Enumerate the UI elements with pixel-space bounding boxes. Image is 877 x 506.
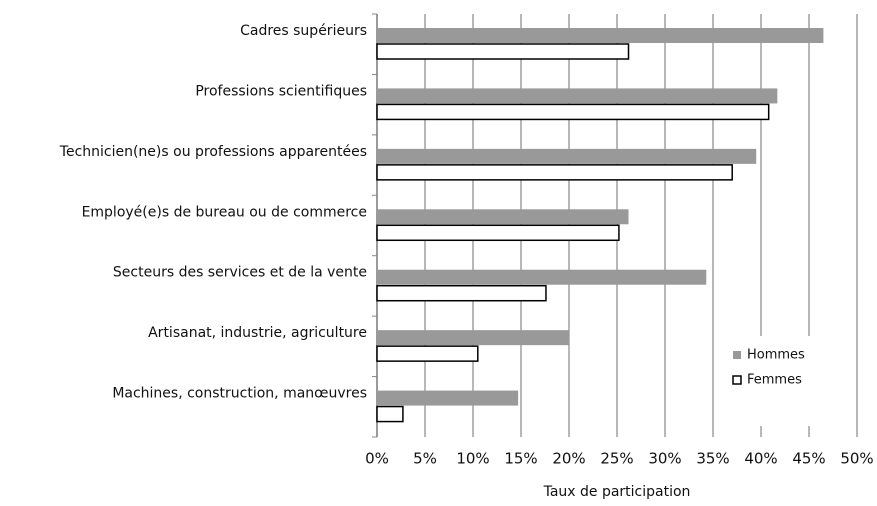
bar xyxy=(376,345,479,362)
bar xyxy=(377,390,519,406)
legend-label: Hommes xyxy=(747,348,805,363)
x-tick-label: 40% xyxy=(744,450,777,468)
y-tick-label: Technicien(ne)s ou professions apparenté… xyxy=(59,144,367,160)
bar xyxy=(377,330,569,346)
y-tick-label: Employé(e)s de bureau ou de commerce xyxy=(82,204,367,220)
y-tick-label: Cadres supérieurs xyxy=(240,23,367,39)
x-tick-label: 35% xyxy=(696,450,729,468)
x-tick-label: 10% xyxy=(456,450,489,468)
legend-swatch xyxy=(733,351,741,359)
legend-label: Femmes xyxy=(747,373,802,388)
bar xyxy=(376,284,547,302)
x-tick-label: 20% xyxy=(552,450,585,468)
bar xyxy=(376,43,630,60)
y-tick-label: Artisanat, industrie, agriculture xyxy=(148,325,367,341)
x-tick-label: 50% xyxy=(840,450,873,468)
bar xyxy=(377,209,629,225)
bar xyxy=(376,164,733,181)
bar xyxy=(377,148,757,164)
x-axis-label: Taux de participation xyxy=(543,484,691,500)
y-tick-label: Machines, construction, manœuvres xyxy=(112,386,367,402)
x-tick-label: 15% xyxy=(504,450,537,468)
y-tick-label: Professions scientifiques xyxy=(195,83,367,99)
bar xyxy=(376,405,404,423)
x-tick-label: 30% xyxy=(648,450,681,468)
y-tick-label: Secteurs des services et de la vente xyxy=(113,265,367,281)
x-tick-label: 0% xyxy=(365,450,389,468)
bar xyxy=(376,224,620,242)
bar xyxy=(377,88,778,104)
x-tick-label: 45% xyxy=(792,450,825,468)
x-tick-label: 5% xyxy=(413,450,437,468)
bar xyxy=(377,269,707,285)
x-tick-label: 25% xyxy=(600,450,633,468)
bar xyxy=(377,28,824,43)
bar xyxy=(376,103,770,121)
legend-swatch xyxy=(732,375,742,385)
